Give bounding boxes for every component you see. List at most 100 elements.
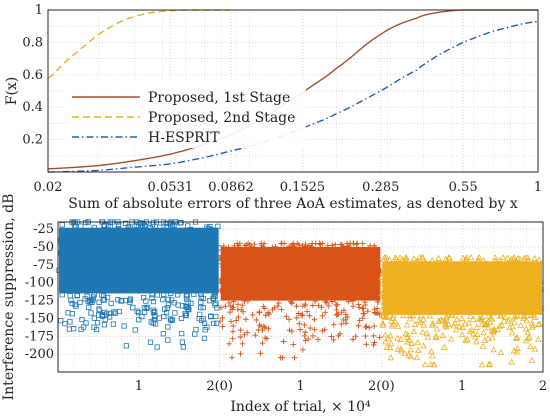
scatter-point [239,267,246,273]
scatter-point [107,310,113,316]
scatter-point [427,360,435,368]
scatter-point [220,243,227,249]
scatter-point [289,245,295,251]
scatter-point [363,323,370,330]
scatter-point [413,280,420,287]
scatter-point [302,241,309,248]
cdf-y-tick-label: 1 [35,3,43,18]
scatter-point [275,280,282,287]
scatter-point [136,276,142,282]
cdf-x-tick-labels: 0.02 0.0531 0.0862 0.1525 0.285 0.55 1 [34,180,543,195]
scatter-point [365,246,372,252]
scatter-point [196,251,202,257]
scatter-point [314,285,320,291]
scatter-point [402,292,410,299]
scatter-point [325,274,332,281]
scatter-point [160,297,166,303]
scatter-point [221,256,228,262]
scatter-point [231,265,238,271]
scatter-point [356,281,363,288]
scatter-point [106,267,112,273]
scatter-point [231,288,238,294]
scatter-point [208,314,214,320]
scatter-point [360,267,367,273]
scatter-point [136,309,142,316]
scatter-point [388,322,396,329]
scatter-point [183,303,189,310]
scatter-point [370,277,376,283]
scatter-point [243,262,250,269]
scatter-point [386,272,394,279]
scatter-point [189,248,195,254]
scatter-point [198,294,204,300]
scatter-point [513,311,521,319]
scatter-point [277,248,283,255]
scatter-point [405,266,412,273]
scatter-point [78,280,84,286]
scatter-point [261,294,267,301]
scatter-point [512,334,520,341]
scatter-point [308,256,315,263]
scatter-point [447,335,455,342]
scatter-point [266,311,272,317]
scatter-point [404,338,411,345]
scatter-point [101,269,107,275]
scatter-point [144,275,151,282]
scatter-point [531,313,539,320]
scatter-point [371,306,378,313]
scatter-point [275,300,282,306]
suppression-series-1 [56,219,223,350]
scatter-point [234,240,240,247]
scatter-point [289,328,295,334]
scatter-point [462,274,470,281]
scatter-point [83,320,89,326]
scatter-point [101,322,108,328]
scatter-point [287,298,294,305]
scatter-point [329,298,335,305]
scatter-point [143,260,149,266]
scatter-point [484,335,492,342]
cdf-x-axis-label: Sum of absolute errors of three AoA esti… [68,196,518,212]
scatter-point [429,296,436,303]
scatter-point [272,243,279,250]
scatter-point [378,273,385,280]
scatter-point [328,333,335,340]
scatter-point [162,248,168,255]
suppression-axes-frame [57,221,544,373]
scatter-point [119,297,125,304]
cdf-y-tick-label: 0.4 [22,100,43,115]
scatter-point [262,279,268,286]
scatter-point [90,254,97,260]
scatter-point [326,249,333,256]
scatter-point [170,251,176,258]
scatter-point [384,334,392,341]
scatter-point [475,279,483,286]
scatter-point [512,267,520,274]
scatter-point [382,254,390,261]
scatter-point [311,252,317,259]
scatter-point [240,274,247,281]
scatter-point [319,273,325,280]
suppression-y-tick-label: -150 [25,311,54,326]
scatter-point [524,257,532,264]
scatter-point [293,287,299,293]
scatter-point [318,304,325,311]
scatter-point [340,317,347,323]
scatter-point [468,280,475,287]
scatter-point [401,349,409,356]
scatter-point [375,299,381,305]
scatter-point [486,263,494,270]
scatter-point [524,264,531,271]
scatter-point [533,270,541,277]
scatter-point [300,303,306,309]
scatter-point [420,321,428,328]
scatter-point [335,280,341,286]
scatter-point [432,334,440,341]
scatter-point [152,309,158,315]
scatter-point [190,242,196,248]
scatter-point [356,304,362,311]
scatter-point [528,356,536,363]
suppression-y-tick-label: -125 [25,294,54,309]
scatter-point [530,304,537,311]
scatter-point [208,226,214,233]
